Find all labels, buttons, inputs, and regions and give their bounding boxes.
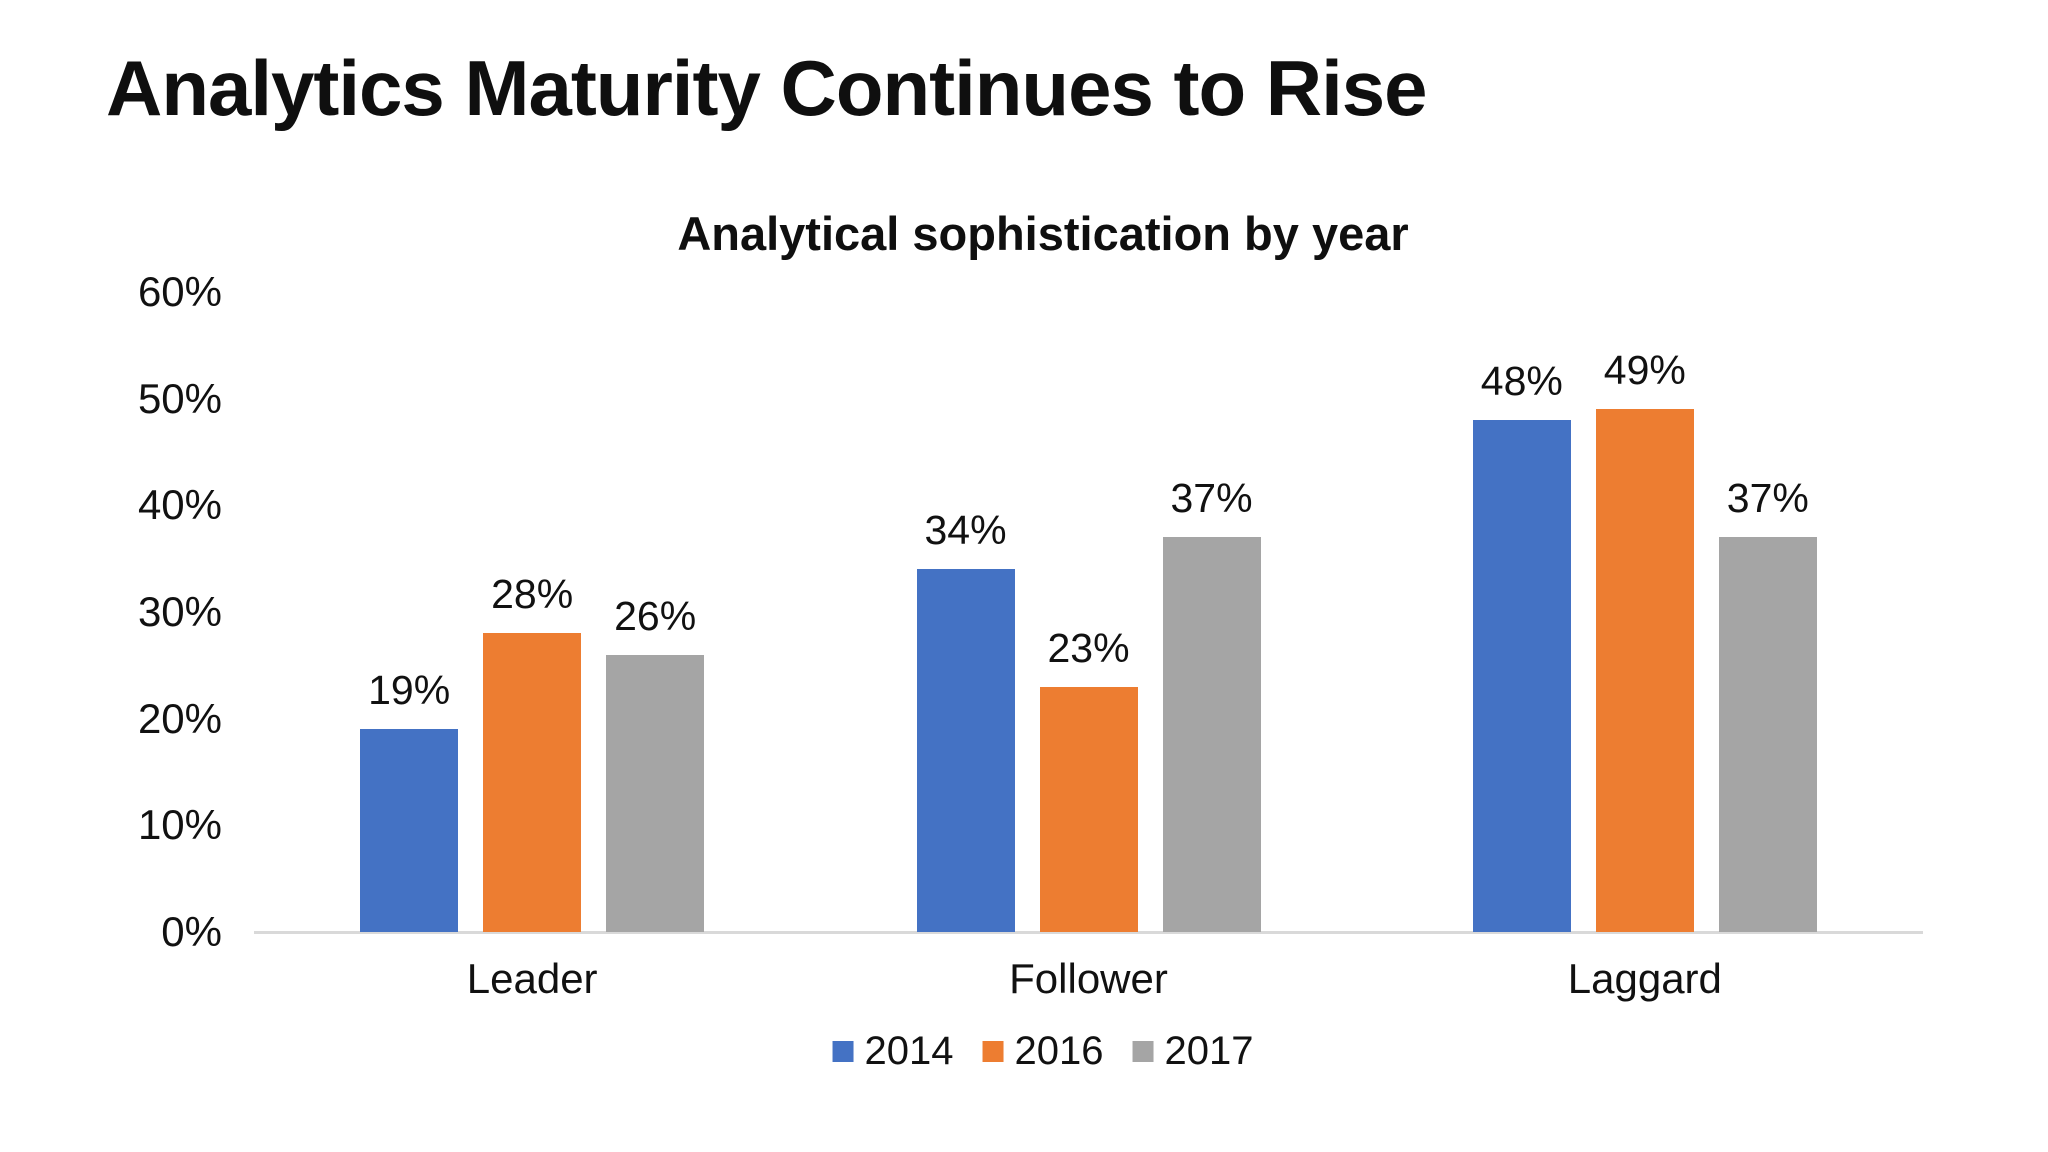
bar-2016-laggard (1595, 409, 1694, 932)
bar-2014-leader (360, 729, 459, 932)
data-label-2014-laggard: 48% (1480, 358, 1563, 404)
legend-item-2014: 2014 (832, 1029, 954, 1073)
chart-legend: 2014 2016 2017 (832, 1029, 1253, 1073)
data-label-2017-follower: 37% (1170, 475, 1253, 522)
x-axis-line (254, 931, 1923, 934)
data-label-2014-leader: 19% (368, 667, 451, 714)
y-tick-label-0: 0% (161, 908, 222, 955)
bar-2017-leader (606, 654, 705, 932)
legend-color-swatch-2014 (832, 1040, 854, 1062)
category-label-leader: Leader (466, 955, 598, 1002)
bar-2016-leader (483, 633, 582, 932)
legend-item-2016: 2016 (982, 1029, 1104, 1073)
legend-item-2017: 2017 (1132, 1031, 1253, 1071)
data-label-2017-laggard: 37% (1726, 475, 1809, 522)
bar-2014-laggard (1472, 420, 1571, 932)
legend-label-2014: 2014 (864, 1029, 954, 1073)
legend-label-2016: 2016 (1014, 1029, 1104, 1073)
legend-color-swatch-2017 (1132, 1040, 1154, 1062)
y-tick-label-10: 10% (137, 801, 222, 849)
bar-2016-follower (1039, 686, 1138, 932)
page-title: Analytics Maturity Continues to Rise (106, 44, 1428, 132)
data-label-2016-leader: 28% (491, 571, 574, 618)
data-label-2017-leader: 26% (614, 592, 697, 639)
data-label-2016-laggard: 49% (1603, 347, 1686, 394)
chart-title: Analytical sophistication by year (677, 207, 1409, 260)
legend-color-swatch-2016 (982, 1040, 1004, 1062)
category-label-laggard: Laggard (1567, 955, 1722, 1002)
y-tick-label-40: 40% (137, 481, 222, 529)
y-tick-label-30: 30% (137, 588, 222, 635)
y-tick-label-50: 50% (137, 374, 222, 422)
bar-2017-laggard (1718, 537, 1817, 932)
data-label-2014-follower: 34% (924, 507, 1007, 554)
data-label-2016-follower: 23% (1047, 624, 1130, 671)
bar-2017-follower (1162, 537, 1261, 932)
y-tick-label-60: 60% (137, 268, 222, 315)
category-label-follower: Follower (1009, 955, 1168, 1002)
legend-label-2017: 2017 (1164, 1029, 1254, 1073)
y-tick-label-20: 20% (137, 694, 222, 742)
plot-area: 19% 28% 26% 34% 23% 37% 48% 49% 37% (254, 292, 1923, 932)
bar-2014-follower (916, 569, 1015, 932)
